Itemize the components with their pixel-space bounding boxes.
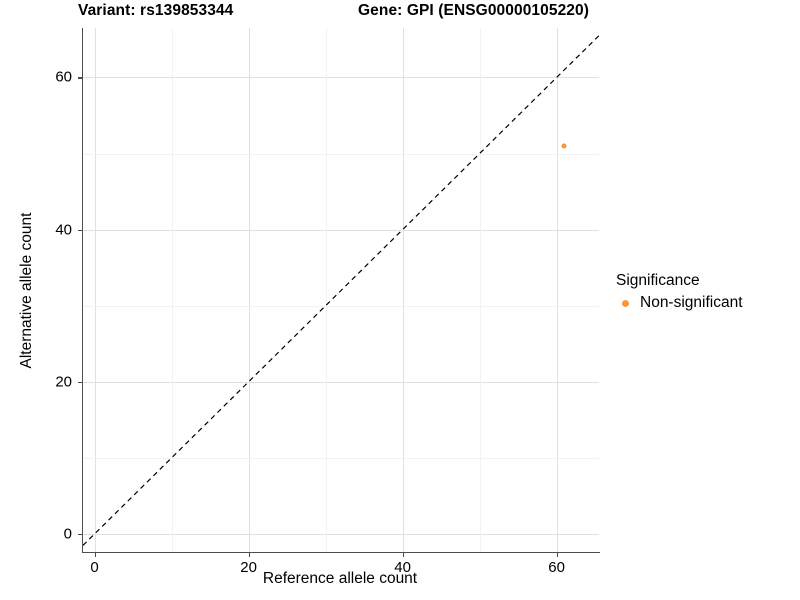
y-tick-mark	[78, 77, 82, 79]
legend-item-label: Non-significant	[640, 294, 743, 311]
gridline	[83, 381, 599, 383]
chart-title-bar: Variant: rs139853344 Gene: GPI (ENSG0000…	[0, 2, 800, 28]
gridline	[325, 28, 327, 553]
gridline	[94, 28, 96, 553]
legend-dot-icon	[621, 299, 629, 307]
gridline	[83, 305, 599, 307]
x-axis-title: Reference allele count	[262, 570, 418, 587]
gridline	[83, 229, 599, 231]
x-tick-mark	[94, 553, 96, 557]
x-tick-mark	[402, 553, 404, 557]
y-tick-label: 40	[55, 221, 72, 239]
x-tick-label: 40	[394, 559, 411, 576]
x-tick-label: 60	[548, 559, 565, 576]
y-tick-mark	[78, 533, 82, 536]
legend-item[interactable]: Non-significant	[616, 294, 743, 312]
gridline	[83, 533, 599, 535]
identity-line-path	[83, 35, 599, 546]
x-tick-label: 20	[240, 559, 257, 576]
y-tick-mark	[78, 229, 82, 231]
data-point[interactable]	[561, 143, 567, 149]
legend: Significance Non-significant	[616, 272, 743, 312]
x-axis-line	[82, 552, 600, 554]
y-tick-label: 0	[63, 525, 72, 543]
gridline	[171, 28, 173, 553]
y-axis-line	[82, 28, 84, 553]
gene-title: Gene: GPI (ENSG00000105220)	[358, 2, 590, 19]
y-tick-mark	[78, 381, 82, 383]
gridline	[402, 28, 404, 553]
gridline	[248, 28, 250, 553]
x-tick-label: 0	[90, 559, 99, 576]
y-axis-title: Alternative allele count	[18, 212, 35, 369]
legend-items: Non-significant	[616, 294, 743, 312]
gridline	[556, 28, 558, 553]
y-tick-label: 60	[55, 68, 72, 86]
variant-title: Variant: rs139853344	[78, 2, 234, 19]
identity-line	[83, 35, 599, 546]
x-tick-mark	[248, 553, 250, 557]
gridline	[83, 153, 599, 155]
gridline	[83, 77, 599, 79]
gridline	[479, 28, 481, 553]
y-tick-label: 20	[55, 373, 72, 391]
x-tick-mark	[556, 553, 558, 557]
legend-marker-icon	[616, 299, 634, 307]
gridline	[83, 457, 599, 459]
plot-panel	[83, 28, 599, 553]
legend-title: Significance	[616, 272, 700, 289]
